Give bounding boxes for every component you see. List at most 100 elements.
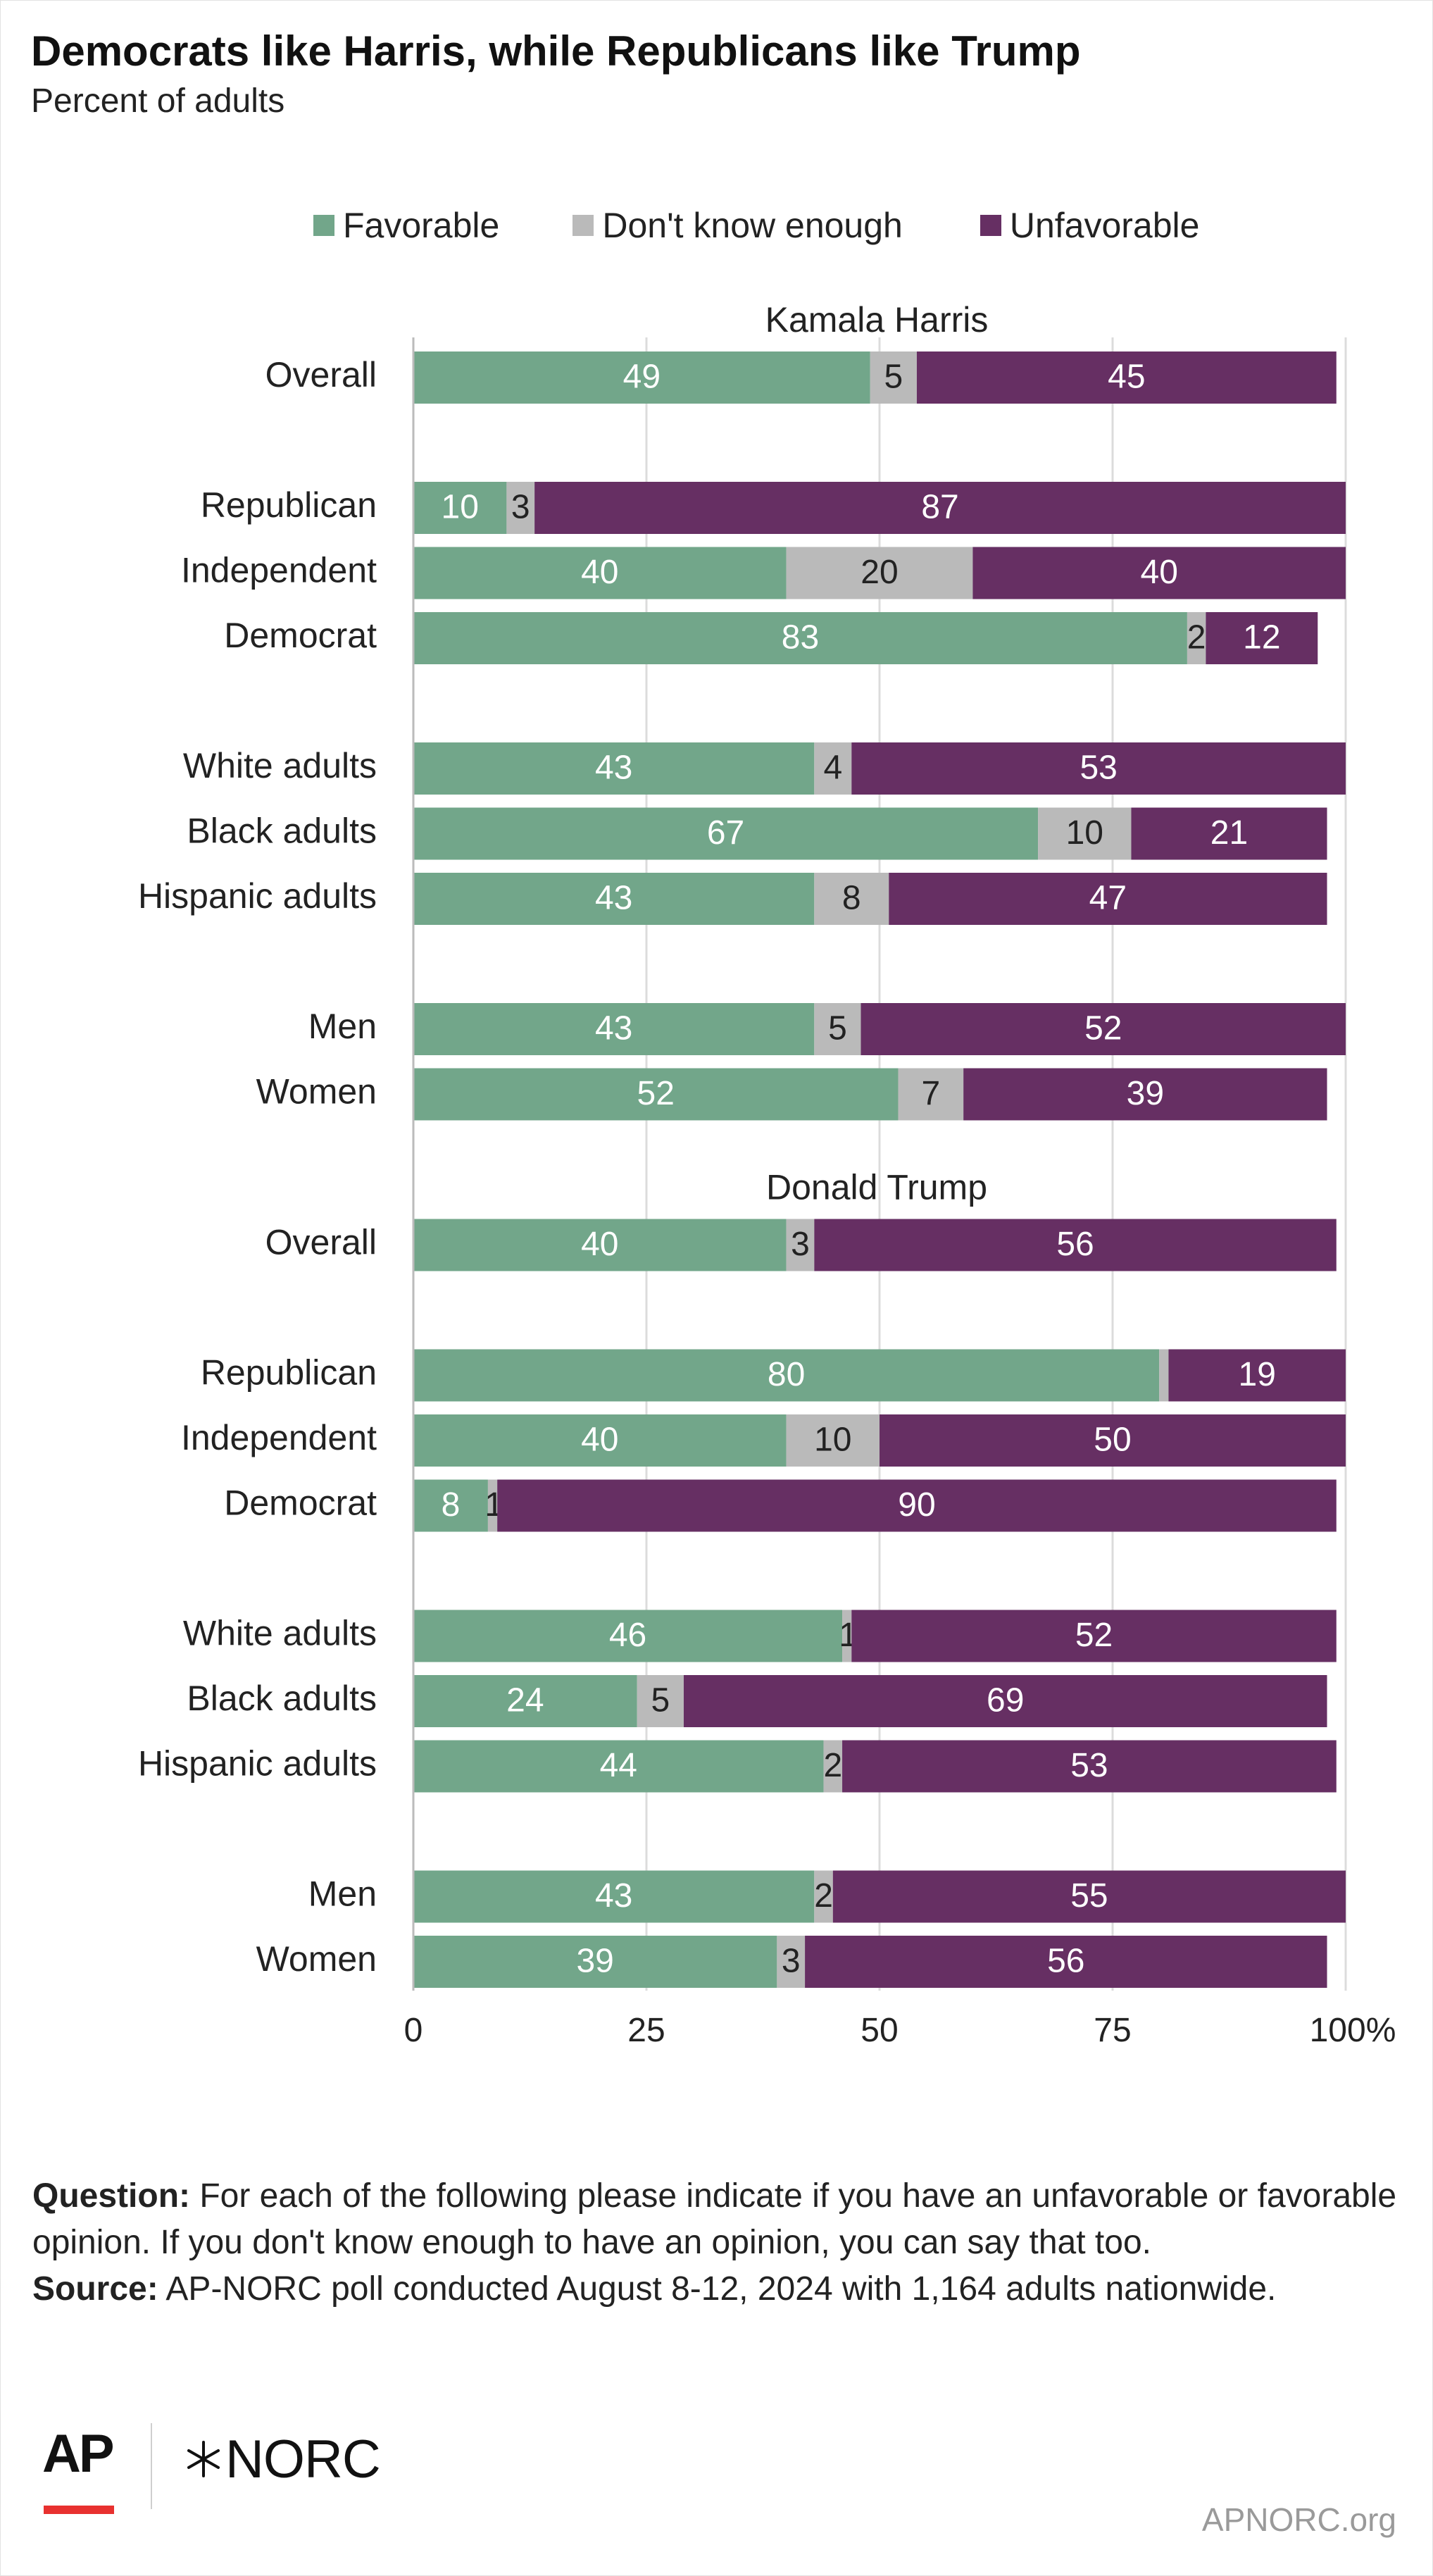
data-label-unfavorable: 52 <box>1075 1617 1113 1654</box>
norc-logo-text: NORC <box>225 2429 381 2489</box>
bar-segment-unfavorable <box>889 873 1327 925</box>
data-label-dont-know: 5 <box>651 1682 670 1719</box>
legend-swatch-favorable <box>313 215 334 236</box>
bar-segment-unfavorable <box>497 1479 1337 1532</box>
bar-segment-favorable <box>413 1068 899 1121</box>
bar-segment-favorable <box>413 1003 815 1055</box>
row-label: Republican <box>201 1353 377 1393</box>
bar-segment-favorable <box>413 807 1039 860</box>
data-label-favorable: 43 <box>595 1010 632 1047</box>
data-label-dont-know: 2 <box>1187 619 1206 657</box>
bar-segment-unfavorable <box>880 1414 1346 1467</box>
data-label-favorable: 40 <box>581 554 618 591</box>
row-label: Hispanic adults <box>138 876 377 916</box>
data-label-dont-know: 4 <box>823 749 842 787</box>
data-label-dont-know: 3 <box>511 489 530 526</box>
data-label-unfavorable: 53 <box>1080 749 1117 787</box>
data-label-dont-know: 8 <box>842 880 861 917</box>
bar-segment-favorable <box>413 547 787 599</box>
data-label-unfavorable: 56 <box>1047 1943 1084 1980</box>
norc-logo: NORC <box>184 2429 381 2490</box>
data-label-favorable: 8 <box>442 1486 461 1524</box>
bar-segment-favorable <box>413 742 815 795</box>
row-label: White adults <box>183 1614 377 1653</box>
bar-segment-unfavorable <box>832 1870 1346 1923</box>
source-note: Source: AP-NORC poll conducted August 8-… <box>32 2266 1406 2313</box>
bar-segment-unfavorable <box>963 1068 1327 1121</box>
data-label-favorable: 39 <box>576 1943 613 1980</box>
bar-segment-favorable <box>413 873 815 925</box>
row-label: Democrat <box>224 616 377 655</box>
data-label-dont-know: 5 <box>828 1010 847 1047</box>
data-label-favorable: 24 <box>506 1682 544 1719</box>
data-label-favorable: 44 <box>600 1747 637 1784</box>
data-label-unfavorable: 52 <box>1084 1010 1122 1047</box>
bar-segment-favorable <box>413 1675 637 1727</box>
ap-logo: AP <box>42 2424 115 2484</box>
bar-segment-unfavorable <box>916 351 1337 404</box>
panel-title: Kamala Harris <box>765 300 989 340</box>
row-label: White adults <box>183 746 377 785</box>
chart-legend: Favorable Don't know enough Unfavorable <box>313 203 1199 248</box>
data-label-unfavorable: 21 <box>1210 814 1248 852</box>
row-label: Women <box>256 1072 377 1112</box>
data-label-dont-know: 7 <box>921 1075 940 1112</box>
legend-item-dont-know: Don't know enough <box>572 205 903 246</box>
data-label-favorable: 83 <box>782 619 819 657</box>
row-label: Hispanic adults <box>138 1744 377 1784</box>
data-label-dont-know: 2 <box>823 1747 842 1784</box>
bar-segment-dont-know <box>1038 807 1132 860</box>
data-label-unfavorable: 50 <box>1094 1421 1131 1459</box>
bar-segment-dont-know <box>870 351 917 404</box>
data-label-favorable: 43 <box>595 1877 632 1915</box>
bar-segment-unfavorable <box>851 1610 1337 1662</box>
legend-label-unfavorable: Unfavorable <box>1009 206 1200 245</box>
data-label-favorable: 49 <box>623 359 661 396</box>
bar-segment-favorable <box>413 1740 824 1793</box>
panel-title: Donald Trump <box>766 1168 987 1207</box>
data-label-unfavorable: 39 <box>1127 1075 1164 1112</box>
source-text: AP-NORC poll conducted August 8-12, 2024… <box>158 2270 1277 2308</box>
data-label-favorable: 52 <box>637 1075 675 1112</box>
bar-segment-favorable <box>413 1414 787 1467</box>
chart-subtitle: Percent of adults <box>31 82 285 120</box>
bar-segment-unfavorable <box>861 1003 1346 1055</box>
bar-segment-unfavorable <box>1206 612 1318 664</box>
bar-segment-dont-know <box>506 482 535 534</box>
data-label-favorable: 43 <box>595 749 632 787</box>
question-text: For each of the following please indicat… <box>32 2177 1397 2261</box>
legend-swatch-unfavorable <box>980 215 1001 236</box>
data-label-favorable: 10 <box>442 489 479 526</box>
row-label: Black adults <box>187 811 377 851</box>
data-label-favorable: 80 <box>768 1356 805 1393</box>
source-label: Source: <box>32 2270 158 2308</box>
data-label-unfavorable: 40 <box>1141 554 1178 591</box>
bar-segment-dont-know <box>842 1610 852 1662</box>
logo-divider <box>151 2423 152 2509</box>
legend-swatch-dont-know <box>572 215 594 236</box>
data-label-dont-know: 10 <box>814 1421 851 1459</box>
data-label-unfavorable: 45 <box>1108 359 1145 396</box>
legend-item-unfavorable: Unfavorable <box>980 205 1200 246</box>
bar-segment-dont-know <box>814 742 852 795</box>
data-label-unfavorable: 47 <box>1089 880 1127 917</box>
bar-segment-dont-know <box>823 1740 843 1793</box>
row-label: Overall <box>265 355 377 394</box>
bar-segment-favorable <box>413 351 870 404</box>
bar-segment-dont-know <box>814 1870 833 1923</box>
data-label-favorable: 40 <box>581 1421 618 1459</box>
bar-segment-favorable <box>413 1349 1160 1402</box>
chart-notes: Question: For each of the following plea… <box>32 2173 1406 2313</box>
bar-segment-favorable <box>413 1610 843 1662</box>
bar-segment-favorable <box>413 612 1187 664</box>
norc-star-icon <box>187 2441 220 2477</box>
bar-segment-unfavorable <box>1168 1349 1346 1402</box>
row-label: Republican <box>201 485 377 525</box>
row-label: Democrat <box>224 1483 377 1523</box>
data-label-dont-know: 20 <box>861 554 898 591</box>
bar-segment-favorable <box>413 1870 815 1923</box>
bar-segment-unfavorable <box>972 547 1346 599</box>
bar-segment-dont-know <box>786 547 973 599</box>
bar-segment-dont-know <box>487 1479 498 1532</box>
